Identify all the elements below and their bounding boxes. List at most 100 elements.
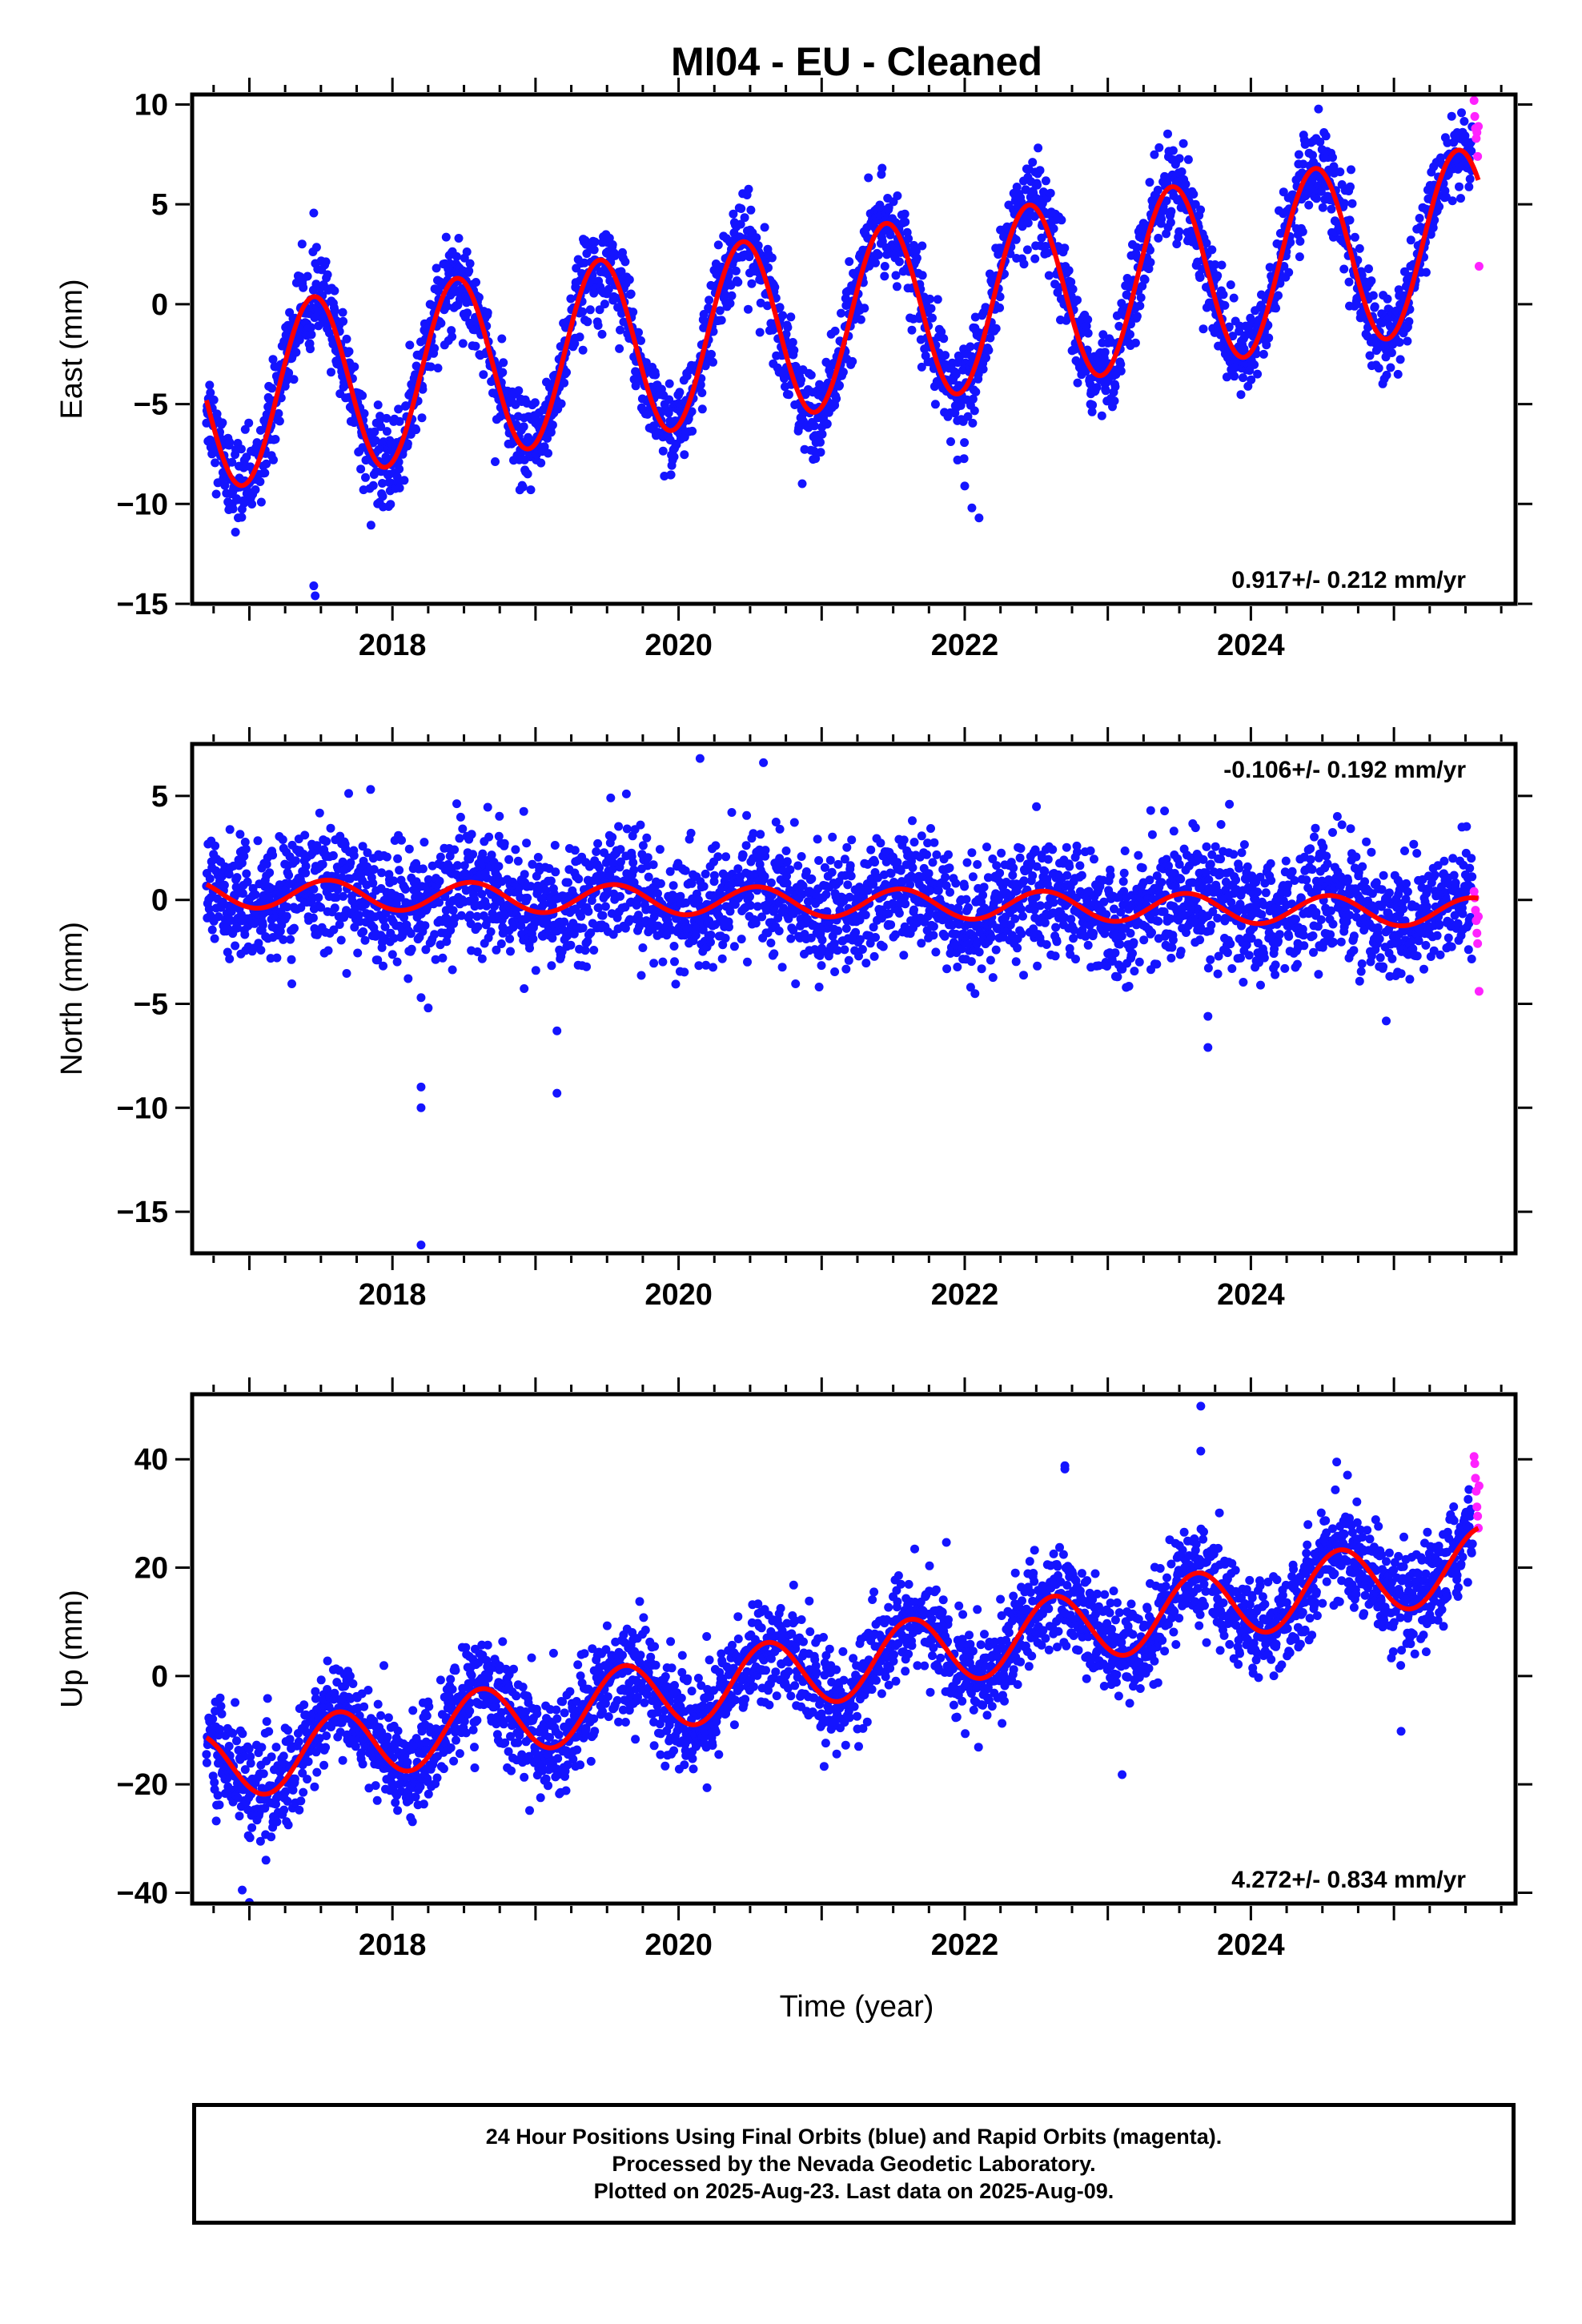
data-point — [323, 270, 332, 279]
data-point — [791, 979, 801, 988]
data-point — [207, 925, 217, 935]
data-point — [518, 482, 528, 492]
data-point — [1295, 252, 1304, 262]
outlier-point — [967, 503, 977, 513]
x-tick-label: 2020 — [644, 629, 713, 662]
data-point — [842, 842, 852, 852]
data-point — [843, 880, 853, 890]
data-point — [214, 912, 223, 922]
data-point — [523, 893, 532, 903]
data-point — [822, 419, 832, 428]
data-point — [636, 971, 646, 980]
data-point — [966, 342, 975, 352]
data-point — [1034, 143, 1043, 153]
outlier-point — [223, 497, 233, 507]
data-point — [648, 860, 658, 870]
data-point — [1202, 239, 1211, 248]
data-point — [531, 966, 540, 975]
data-point — [482, 901, 492, 911]
data-point — [589, 946, 599, 955]
data-point — [578, 923, 588, 933]
data-point — [458, 339, 468, 348]
data-point — [680, 450, 689, 460]
rapid-point — [1470, 111, 1480, 121]
data-point — [235, 830, 245, 839]
data-point — [1049, 224, 1058, 233]
data-point — [788, 338, 797, 347]
data-point — [1286, 238, 1295, 247]
x-ticks — [212, 78, 1503, 621]
data-point — [1447, 196, 1457, 206]
data-point — [1430, 215, 1439, 225]
data-point — [665, 379, 674, 388]
data-point — [272, 953, 282, 963]
data-point — [1181, 179, 1191, 189]
data-point — [638, 943, 648, 952]
data-point — [530, 398, 540, 408]
data-point — [523, 469, 532, 479]
data-point — [232, 873, 242, 883]
data-point — [551, 867, 560, 877]
outlier-point — [953, 455, 962, 464]
data-point — [995, 292, 1005, 302]
y-tick-label: −10 — [117, 488, 168, 521]
data-point — [400, 476, 409, 485]
rapid-point — [1474, 261, 1484, 271]
data-point — [314, 893, 323, 903]
data-point — [769, 949, 779, 959]
data-point — [239, 498, 249, 508]
data-point — [323, 946, 333, 955]
data-point — [1455, 182, 1464, 191]
data-point — [397, 835, 406, 845]
data-point — [1154, 143, 1164, 152]
data-point — [1395, 338, 1404, 347]
data-point — [550, 841, 560, 850]
data-point — [985, 269, 994, 279]
data-point — [370, 427, 379, 436]
data-point — [731, 266, 741, 275]
data-point — [228, 505, 238, 513]
data-point — [1226, 280, 1235, 290]
data-point — [578, 307, 588, 316]
data-point — [227, 457, 237, 467]
data-point — [247, 500, 257, 509]
data-point — [744, 184, 753, 194]
data-point — [871, 258, 880, 267]
data-point — [378, 479, 387, 488]
data-point — [995, 868, 1005, 878]
data-point — [239, 851, 249, 861]
data-point — [315, 808, 324, 818]
data-point — [578, 345, 588, 355]
data-point — [1019, 971, 1028, 980]
data-point — [251, 485, 260, 494]
data-point — [255, 477, 265, 486]
data-point — [841, 923, 851, 933]
data-point — [484, 832, 494, 842]
data-point — [624, 275, 634, 284]
data-point — [816, 448, 825, 457]
data-point — [753, 241, 763, 251]
data-point — [814, 983, 824, 991]
data-point — [1028, 158, 1038, 167]
data-point — [940, 931, 950, 941]
data-point — [817, 961, 826, 971]
data-point — [1327, 204, 1336, 214]
data-point — [1415, 214, 1424, 223]
data-point — [873, 250, 883, 259]
data-point — [830, 400, 840, 410]
data-point — [742, 810, 752, 820]
data-point — [597, 329, 607, 339]
data-point — [670, 957, 679, 967]
data-point — [1447, 111, 1456, 121]
data-point — [435, 876, 444, 886]
data-point — [816, 437, 825, 447]
data-point — [848, 356, 857, 366]
data-point — [462, 247, 472, 256]
data-point — [404, 844, 414, 854]
data-point — [830, 326, 840, 336]
data-point — [784, 390, 793, 400]
data-point — [622, 824, 632, 834]
data-point — [1304, 200, 1314, 210]
data-point — [1347, 165, 1355, 175]
data-point — [1457, 108, 1466, 118]
